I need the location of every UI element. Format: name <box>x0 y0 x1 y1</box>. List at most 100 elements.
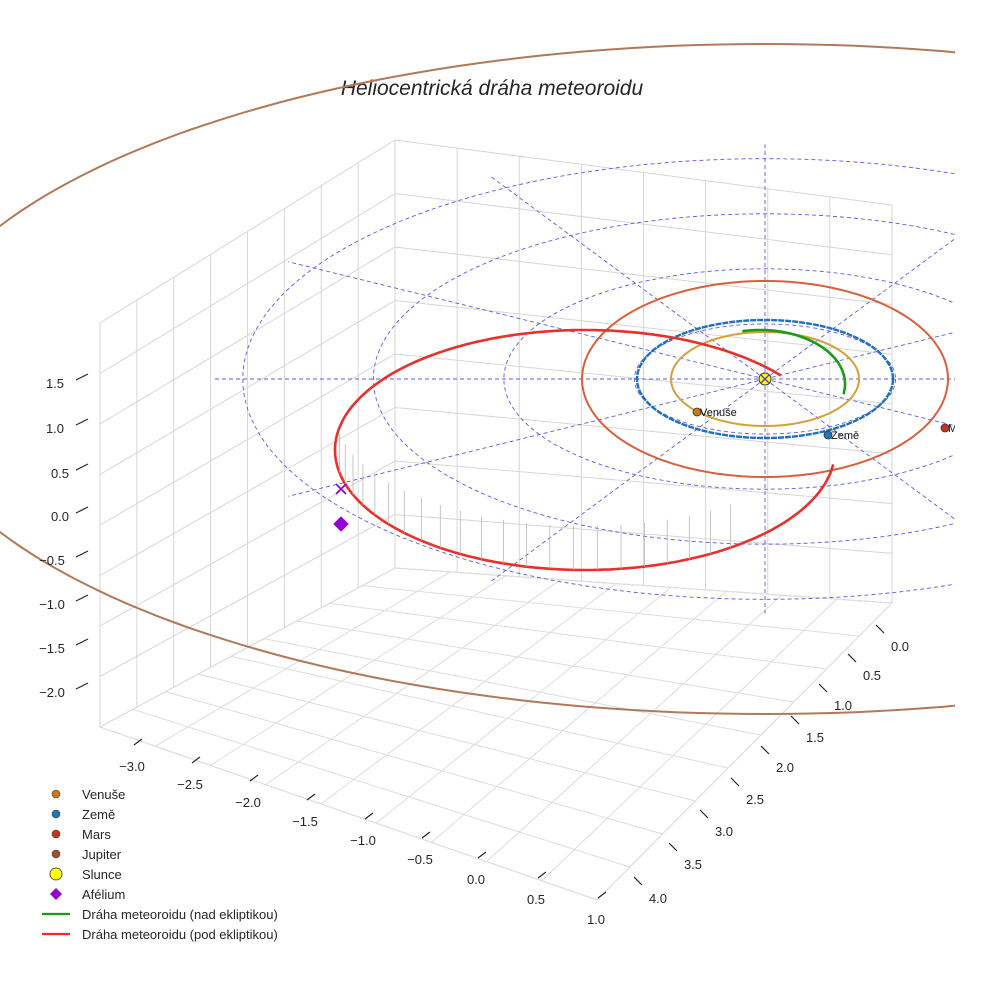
z-tick-label: −1.0 <box>39 597 65 612</box>
grid-line <box>99 406 893 576</box>
planet-label: Země <box>831 430 859 442</box>
y-tick-label: 1.0 <box>834 698 852 713</box>
ecliptic-grid-ray <box>288 378 766 497</box>
planet-marker-venuše <box>692 407 702 417</box>
grid-line <box>99 246 893 425</box>
x-tick-label: −3.0 <box>119 759 145 774</box>
y-tick-label: 1.5 <box>806 730 824 745</box>
floor-grid-line <box>375 587 672 824</box>
floor-grid-line <box>596 602 893 901</box>
legend-swatch <box>51 789 61 799</box>
legend-swatch <box>49 867 63 881</box>
ecliptic-grid-circle <box>503 268 955 490</box>
ecliptic-grid-ray <box>764 378 955 427</box>
z-tick-mark <box>75 638 89 646</box>
x-tick-mark <box>249 774 259 782</box>
legend-swatch <box>51 829 61 839</box>
legend-item: Dráha meteoroidu (nad ekliptikou) <box>42 907 278 922</box>
x-tick-mark <box>133 738 143 746</box>
y-tick-mark <box>847 653 857 663</box>
z-tick-label: 1.5 <box>46 376 64 391</box>
floor-grid-line <box>198 673 696 802</box>
floor-grid-line <box>99 726 598 901</box>
orbit-země <box>635 318 895 440</box>
floor-grid-line <box>296 620 794 703</box>
aphelion-marker <box>333 516 349 532</box>
x-tick-label: −2.5 <box>177 777 203 792</box>
ecliptic-grid-ray <box>489 175 766 380</box>
y-tick-label: 0.0 <box>891 639 909 654</box>
orbit-mars <box>580 280 949 478</box>
floor-grid-line <box>486 594 782 862</box>
y-tick-mark <box>730 777 740 787</box>
z-tick-mark <box>75 418 89 426</box>
grid-line <box>99 460 893 627</box>
z-tick-label: 1.0 <box>46 421 64 436</box>
legend: Venuše Země Mars Jupiter Slunce Afélium Dráha … <box>42 787 278 942</box>
orbit-venuše <box>670 331 860 427</box>
legend-label: Afélium <box>82 887 125 902</box>
legend-label: Země <box>82 807 115 822</box>
y-tick-mark <box>875 624 885 634</box>
floor-grid-line <box>165 691 663 835</box>
grid-line <box>99 513 893 677</box>
legend-label: Dráha meteoroidu (pod ekliptikou) <box>82 927 278 942</box>
floor-grid-line <box>431 590 727 843</box>
y-tick-label: 0.5 <box>863 668 881 683</box>
x-tick-label: −1.5 <box>292 814 318 829</box>
aphelion-projection-marker <box>335 483 347 495</box>
grid-line <box>99 353 893 526</box>
planet-label: Mar <box>948 423 967 435</box>
planet-marker-mars <box>940 423 950 433</box>
y-tick-mark <box>699 809 709 819</box>
x-tick-label: 1.0 <box>587 912 605 927</box>
z-tick-mark <box>75 506 89 514</box>
ecliptic-grid-ray <box>764 331 955 380</box>
legend-swatch <box>51 849 61 859</box>
legend-item: Jupiter <box>51 847 122 862</box>
floor-pane <box>98 567 894 901</box>
ecliptic-grid-circle <box>372 213 955 545</box>
ecliptic-grid-ray <box>288 261 766 380</box>
ecliptic-grid-ray <box>764 378 955 520</box>
y-tick-mark <box>790 715 800 725</box>
z-tick-mark <box>75 373 89 381</box>
meteoroid-orbit-below <box>333 328 835 572</box>
x-tick-mark <box>191 756 201 764</box>
legend-item: Mars <box>51 827 111 842</box>
z-tick-mark <box>75 550 89 558</box>
z-tick-mark <box>75 594 89 602</box>
meteoroid-orbit-above <box>742 328 847 395</box>
ecliptic-grid-ray <box>764 238 955 380</box>
x-tick-mark <box>597 891 607 899</box>
planet-label: Venuše <box>700 407 737 419</box>
grid-line <box>99 139 893 324</box>
z-tick-label: −0.5 <box>39 553 65 568</box>
z-tick-label: 0.5 <box>51 466 69 481</box>
legend-item: Venuše <box>51 787 125 802</box>
x-tick-label: −0.5 <box>407 852 433 867</box>
y-tick-mark <box>668 842 678 852</box>
z-tick-label: −2.0 <box>39 685 65 700</box>
z-tick-mark <box>75 682 89 690</box>
sun-center-mark <box>760 374 770 384</box>
z-tick-mark <box>75 463 89 471</box>
legend-swatch <box>50 888 62 900</box>
z-tick-label: −1.5 <box>39 641 65 656</box>
floor-grid-line <box>231 655 729 769</box>
floor-grid-line <box>394 567 893 604</box>
x-tick-mark <box>364 812 374 820</box>
planet-marker-země <box>823 430 833 440</box>
y-tick-label: 4.0 <box>649 891 667 906</box>
grid-line <box>99 299 893 475</box>
floor-grid-line <box>265 579 561 786</box>
axes-grid <box>98 139 894 901</box>
floor-grid-line <box>362 585 860 637</box>
x-tick-label: −2.0 <box>235 795 261 810</box>
legend-item: Země <box>51 807 115 822</box>
y-tick-label: 2.5 <box>746 792 764 807</box>
axis-ticks: −3.0 −2.5 −2.0 −1.5 −1.0 −0.5 0.0 0.5 1.0 0.0 0.5 1… <box>39 373 909 927</box>
x-tick-label: −1.0 <box>350 833 376 848</box>
x-tick-mark <box>306 793 316 801</box>
